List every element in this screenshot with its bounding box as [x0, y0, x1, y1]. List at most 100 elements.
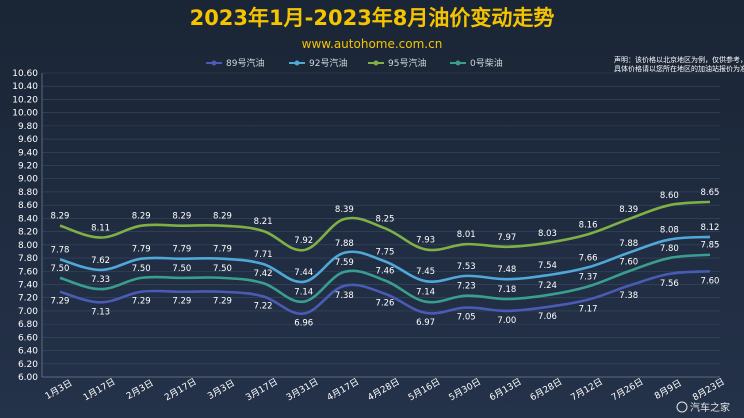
chart-title: 2023年1月-2023年8月油价变动走势 [190, 6, 555, 30]
data-label: 8.16 [579, 220, 598, 230]
data-label: 7.38 [619, 291, 638, 301]
data-label: 7.85 [701, 241, 720, 251]
data-label: 7.45 [416, 267, 435, 277]
data-label: 7.60 [619, 257, 638, 267]
data-label: 7.29 [51, 297, 70, 307]
data-label: 8.29 [132, 212, 151, 222]
data-label: 8.03 [538, 229, 557, 239]
data-label: 8.11 [91, 224, 110, 234]
y-tick-label: 8.80 [18, 188, 38, 198]
series-lines [59, 200, 711, 315]
y-tick-label: 9.60 [18, 135, 38, 145]
data-label: 8.29 [213, 212, 232, 222]
data-label: 7.88 [619, 239, 638, 249]
legend-label: 92号汽油 [309, 57, 347, 69]
grid [42, 72, 720, 378]
y-tick-label: 6.80 [18, 320, 38, 330]
series-line [59, 235, 711, 284]
data-label: 7.97 [497, 233, 516, 243]
data-label: 8.08 [660, 226, 679, 236]
data-label: 7.23 [457, 282, 476, 292]
legend-marker [211, 60, 217, 66]
data-label: 6.96 [294, 319, 313, 329]
data-label: 8.39 [335, 205, 354, 215]
data-label: 7.48 [497, 265, 516, 275]
data-label: 7.79 [172, 245, 191, 255]
data-label: 8.29 [51, 212, 70, 222]
data-label: 7.53 [457, 262, 476, 272]
data-label: 8.12 [701, 223, 720, 233]
series-line [59, 269, 711, 315]
data-label: 7.54 [538, 261, 557, 271]
y-tick-label: 7.60 [18, 267, 38, 277]
data-label: 7.38 [335, 291, 354, 301]
y-tick-label: 7.00 [18, 307, 38, 317]
series-line [59, 253, 711, 304]
y-tick-label: 9.40 [18, 148, 38, 158]
data-label: 7.50 [213, 264, 232, 274]
data-label: 8.60 [660, 191, 679, 201]
data-label: 7.50 [51, 264, 70, 274]
legend-label: 89号汽油 [226, 57, 264, 69]
legend-marker [455, 60, 461, 66]
data-label: 7.62 [91, 256, 110, 266]
y-tick-label: 10.20 [12, 95, 38, 105]
data-label: 7.26 [376, 299, 395, 309]
data-label: 7.42 [254, 269, 273, 279]
data-label: 7.75 [376, 247, 395, 257]
data-label: 7.00 [497, 316, 516, 326]
y-tick-label: 7.40 [18, 280, 38, 290]
data-label: 6.97 [416, 318, 435, 328]
data-label: 7.14 [416, 288, 435, 298]
data-label: 7.92 [294, 236, 313, 246]
data-label: 7.71 [254, 250, 273, 260]
watermark: 汽车之家 [676, 401, 730, 414]
data-label: 7.14 [294, 288, 313, 298]
y-tick-label: 9.00 [18, 175, 38, 185]
legend-marker [373, 60, 379, 66]
watermark-text: 汽车之家 [690, 401, 730, 414]
data-label: 7.78 [51, 245, 70, 255]
disclaimer-line-2: 具体价格请以您所在地区的加油站报价为准。 [614, 64, 744, 73]
data-label: 7.29 [132, 297, 151, 307]
legend-label: 95号汽油 [388, 57, 426, 69]
data-label: 7.59 [335, 258, 354, 268]
y-tick-label: 9.80 [18, 122, 38, 132]
data-label: 7.44 [294, 268, 313, 278]
data-label: 7.79 [132, 245, 151, 255]
y-tick-label: 9.20 [18, 162, 38, 172]
y-tick-label: 7.20 [18, 294, 38, 304]
y-tick-label: 6.00 [18, 373, 38, 383]
data-label: 7.05 [457, 313, 476, 323]
data-label: 7.60 [701, 276, 720, 286]
y-tick-label: 8.00 [18, 241, 38, 251]
data-label: 7.29 [172, 297, 191, 307]
data-label: 7.79 [213, 245, 232, 255]
data-label: 7.06 [538, 312, 557, 322]
data-label: 7.93 [416, 235, 435, 245]
data-label: 7.66 [579, 253, 598, 263]
y-tick-label: 6.20 [18, 360, 38, 370]
y-tick-label: 10.40 [12, 82, 38, 92]
y-tick-label: 7.80 [18, 254, 38, 264]
disclaimer-line-1: 声明：该价格以北京地区为例，仅供参考， [614, 55, 744, 64]
y-tick-label: 8.40 [18, 214, 38, 224]
series-line [59, 200, 711, 252]
data-label: 8.25 [376, 214, 395, 224]
data-label: 8.39 [619, 205, 638, 215]
legend-label: 0号柴油 [470, 57, 503, 69]
data-labels: 7.29 7.13 7.29 7.29 7.29 7.22 6.96 7.38 7.26 6.97… [51, 188, 720, 329]
data-label: 7.88 [335, 239, 354, 249]
data-label: 8.65 [701, 188, 720, 198]
y-tick-label: 6.40 [18, 347, 38, 357]
y-tick-label: 8.60 [18, 201, 38, 211]
data-label: 7.33 [91, 275, 110, 285]
y-tick-label: 6.60 [18, 333, 38, 343]
data-label: 7.17 [579, 305, 598, 315]
data-label: 7.24 [538, 281, 557, 291]
chart-subtitle: www.autohome.com.cn [302, 37, 443, 51]
y-tick-label: 8.20 [18, 228, 38, 238]
data-label: 8.21 [254, 217, 273, 227]
